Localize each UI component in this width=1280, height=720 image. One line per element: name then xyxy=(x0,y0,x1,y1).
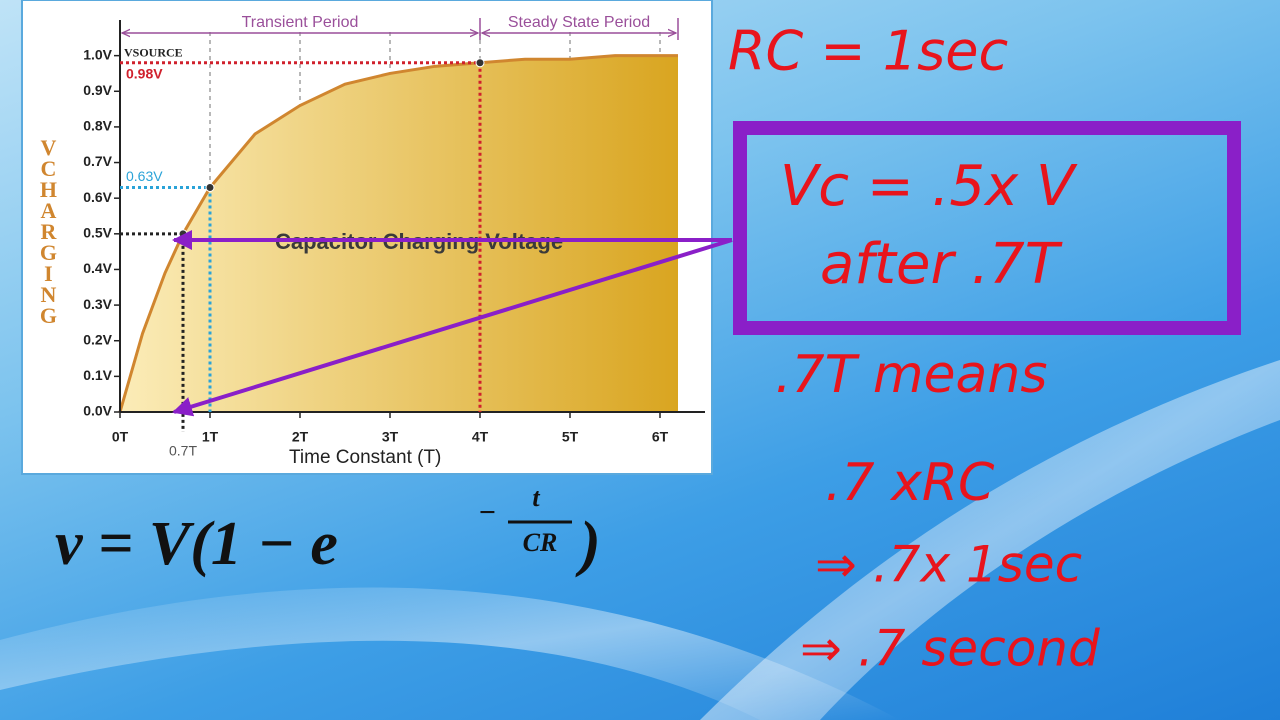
period-label: Transient Period xyxy=(242,14,359,31)
x-axis-label: Time Constant (T) xyxy=(289,447,441,468)
y-tick-label: 0.3V xyxy=(83,296,112,312)
x-tick-label: 2T xyxy=(292,429,309,445)
note: .7 xRC xyxy=(825,453,995,513)
formula-denominator: CR xyxy=(523,528,558,557)
x-tick-label: 5T xyxy=(562,429,579,445)
marker-point xyxy=(475,58,485,68)
y-tick-label: 0.6V xyxy=(83,189,112,205)
source-label: VSOURCE xyxy=(124,45,183,59)
background-streak xyxy=(0,587,900,720)
area-line xyxy=(118,54,678,413)
y-axis-label: VCHARGING xyxy=(36,135,61,324)
marker-label: 0.7T xyxy=(169,443,197,459)
chart: 0T 1T 2T 3T 4T 5T 6T 0.0V 0.1V 0.2V 0.3V 0.4V 0.5V 0.… xyxy=(83,14,705,459)
note: .7T means xyxy=(775,345,1047,405)
background-streak xyxy=(700,360,1280,720)
y-tick-label: 0.5V xyxy=(83,225,112,241)
area-fill xyxy=(120,55,678,413)
note: RC = 1sec xyxy=(728,20,1008,83)
marker-label: 0.98V xyxy=(126,65,163,81)
x-tick-label: 6T xyxy=(652,429,669,445)
note: ⇒ .7 second xyxy=(800,620,1100,678)
y-tick-label: 0.8V xyxy=(83,118,112,134)
y-tick-label: 1.0V xyxy=(83,46,112,62)
note-box xyxy=(733,121,1241,335)
period-label: Steady State Period xyxy=(508,14,650,31)
formula-close: ) xyxy=(575,510,601,578)
formula-sign: − xyxy=(478,496,496,529)
y-tick-label: 0.2V xyxy=(83,331,112,347)
x-tick-label: 1T xyxy=(202,429,219,445)
note: after .7T xyxy=(820,232,1063,297)
x-tick-label: 3T xyxy=(382,429,399,445)
y-tick-label: 0.4V xyxy=(83,260,112,276)
arrow xyxy=(172,238,733,417)
x-tick-label: 4T xyxy=(472,429,489,445)
y-tick-label: 0.9V xyxy=(83,82,112,98)
marker-label: 0.63V xyxy=(126,168,163,184)
formula-numerator: t xyxy=(532,483,540,512)
formula: v = V(1 − e − t CR ) xyxy=(55,483,601,578)
marker-point xyxy=(178,229,188,239)
y-tick-label: 0.7V xyxy=(83,153,112,169)
note: ⇒ .7x 1sec xyxy=(815,536,1082,594)
y-tick-label: 0.0V xyxy=(83,403,112,419)
x-tick-label: 0T xyxy=(112,429,129,445)
note: Vc = .5x V xyxy=(780,154,1078,219)
y-tick-label: 0.1V xyxy=(83,367,112,383)
formula-main: v = V(1 − e xyxy=(55,510,338,578)
marker-point xyxy=(205,182,215,192)
